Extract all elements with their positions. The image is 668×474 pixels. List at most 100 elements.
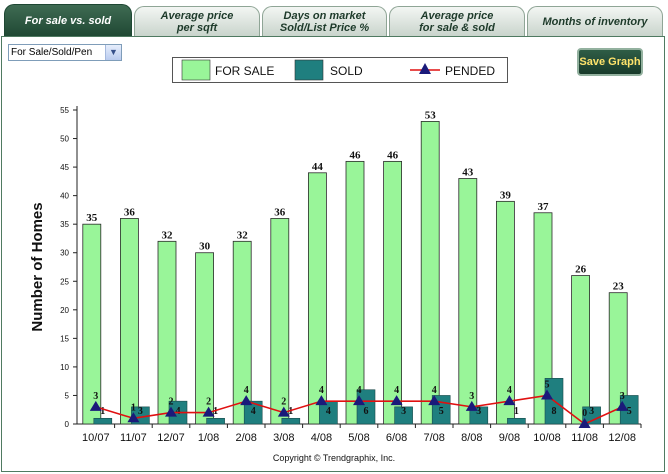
data-label-for-sale: 30 bbox=[199, 241, 211, 253]
data-label-for-sale: 36 bbox=[274, 206, 286, 218]
data-label-for-sale: 46 bbox=[350, 149, 362, 161]
save-graph-button[interactable]: Save Graph bbox=[577, 48, 643, 76]
chart-type-select-value: For Sale/Sold/Pen bbox=[11, 47, 93, 58]
data-label-pended: 2 bbox=[169, 397, 174, 408]
x-tick-label: 1/08 bbox=[198, 432, 219, 444]
x-tick-label: 4/08 bbox=[311, 432, 332, 444]
legend-marker-pended bbox=[419, 63, 431, 74]
marker-pended bbox=[240, 395, 253, 406]
data-label-for-sale: 32 bbox=[162, 229, 174, 241]
bar-for-sale bbox=[82, 223, 102, 425]
tab-average-price-per-sqft[interactable]: Average price per sqft bbox=[134, 6, 260, 36]
data-label-pended: 4 bbox=[357, 385, 362, 396]
data-label-for-sale: 37 bbox=[538, 201, 550, 213]
bar-for-sale bbox=[533, 212, 553, 425]
tab-average-price-for-sale-and-sold[interactable]: Average price for sale & sold bbox=[389, 6, 525, 36]
legend-label-for-sale: FOR SALE bbox=[215, 64, 274, 78]
bar-for-sale bbox=[120, 218, 139, 425]
y-tick-label: 55 bbox=[60, 106, 69, 115]
x-tick-label: 10/07 bbox=[82, 432, 110, 444]
legend-swatch-for-sale bbox=[181, 59, 211, 81]
data-label-sold: 5 bbox=[439, 406, 444, 417]
y-tick-label: 40 bbox=[60, 192, 69, 201]
data-label-sold: 4 bbox=[326, 406, 331, 417]
chevron-down-icon: ▼ bbox=[105, 45, 121, 60]
data-label-for-sale: 39 bbox=[500, 189, 512, 201]
tab-for-sale-vs-sold[interactable]: For sale vs. sold bbox=[4, 4, 132, 37]
marker-pended bbox=[165, 406, 177, 417]
data-label-sold: 4 bbox=[251, 406, 256, 417]
x-tick-label: 9/08 bbox=[499, 432, 520, 444]
data-label-sold: 1 bbox=[100, 406, 105, 417]
data-label-pended: 4 bbox=[507, 385, 512, 396]
marker-pended bbox=[353, 395, 365, 406]
bar-for-sale bbox=[495, 200, 515, 425]
data-label-sold: 5 bbox=[627, 406, 632, 417]
marker-pended bbox=[277, 406, 290, 417]
bar-sold bbox=[243, 400, 263, 425]
x-tick-label: 12/07 bbox=[157, 432, 185, 444]
data-label-sold: 3 bbox=[401, 406, 406, 417]
tab-days-on-market[interactable]: Days on market Sold/List Price % bbox=[262, 6, 387, 36]
legend-swatch-sold bbox=[294, 59, 324, 81]
bar-for-sale bbox=[458, 178, 478, 425]
data-label-for-sale: 53 bbox=[425, 109, 437, 121]
marker-pended bbox=[465, 400, 478, 411]
data-label-sold: 3 bbox=[589, 406, 594, 417]
y-tick-label: 20 bbox=[60, 306, 69, 315]
bar-for-sale bbox=[571, 275, 590, 425]
x-tick-label: 3/08 bbox=[273, 432, 294, 444]
legend-label-sold: SOLD bbox=[330, 64, 363, 78]
marker-pended bbox=[127, 412, 140, 423]
data-label-for-sale: 46 bbox=[387, 149, 399, 161]
data-label-for-sale: 36 bbox=[124, 206, 136, 218]
x-tick-label: 8/08 bbox=[461, 432, 482, 444]
bar-for-sale bbox=[157, 240, 177, 425]
bar-for-sale bbox=[345, 160, 365, 425]
y-tick-label: 5 bbox=[65, 391, 70, 400]
data-label-sold: 3 bbox=[138, 406, 143, 417]
tab-label: For sale vs. sold bbox=[24, 15, 112, 27]
data-label-pended: 1 bbox=[131, 402, 136, 413]
x-tick-label: 10/08 bbox=[533, 432, 561, 444]
bar-for-sale bbox=[383, 160, 403, 425]
data-label-for-sale: 43 bbox=[462, 167, 474, 179]
data-label-pended: 3 bbox=[93, 391, 98, 402]
bar-sold bbox=[356, 389, 376, 425]
tab-label: Months of inventory bbox=[542, 15, 648, 28]
x-tick-label: 5/08 bbox=[348, 432, 369, 444]
marker-pended bbox=[541, 389, 553, 400]
y-tick-label: 30 bbox=[60, 249, 69, 258]
data-label-pended: 2 bbox=[281, 397, 286, 408]
x-tick-label: 11/07 bbox=[120, 432, 147, 444]
chart-legend bbox=[172, 57, 508, 83]
tab-label: Average price bbox=[420, 9, 494, 22]
bar-for-sale bbox=[195, 252, 215, 425]
bar-for-sale bbox=[608, 292, 628, 425]
y-tick-label: 35 bbox=[60, 220, 69, 229]
x-tick-label: 6/08 bbox=[386, 432, 407, 444]
data-label-for-sale: 44 bbox=[312, 161, 324, 173]
data-label-for-sale: 23 bbox=[613, 281, 625, 293]
marker-pended bbox=[578, 418, 591, 428]
data-label-pended: 4 bbox=[244, 385, 249, 396]
data-label-sold: 1 bbox=[213, 406, 218, 417]
y-axis-label: Number of Homes bbox=[29, 202, 46, 331]
bar-sold bbox=[507, 417, 526, 425]
bar-sold bbox=[281, 417, 301, 425]
bar-for-sale bbox=[420, 121, 440, 425]
y-tick-label: 15 bbox=[60, 334, 69, 343]
legend-label-pended: PENDED bbox=[445, 64, 495, 78]
bar-sold bbox=[582, 406, 601, 425]
data-label-pended: 2 bbox=[206, 397, 211, 408]
tab-months-of-inventory[interactable]: Months of inventory bbox=[527, 6, 663, 36]
data-label-for-sale: 26 bbox=[575, 264, 587, 276]
y-tick-label: 45 bbox=[60, 163, 69, 172]
data-label-pended: 3 bbox=[620, 391, 625, 402]
chart-type-select[interactable]: For Sale/Sold/Pen ▼ bbox=[8, 44, 122, 61]
bar-for-sale bbox=[307, 172, 327, 425]
copyright-text: Copyright © Trendgraphix, Inc. bbox=[272, 453, 396, 463]
y-tick-label: 50 bbox=[60, 135, 69, 144]
data-label-for-sale: 32 bbox=[237, 229, 249, 241]
bar-for-sale bbox=[270, 218, 290, 425]
